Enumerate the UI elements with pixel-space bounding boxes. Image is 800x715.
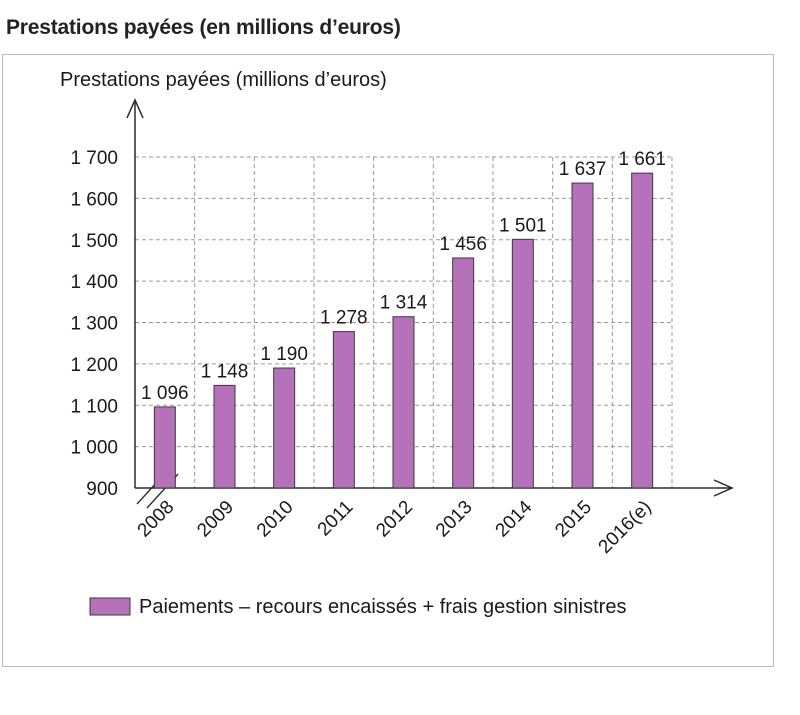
bar <box>273 367 296 489</box>
legend-label: Paiements – recours encaissés + frais ge… <box>139 596 626 618</box>
x-tick-label: 2011 <box>314 497 358 541</box>
x-tick-label: 2009 <box>193 497 238 542</box>
x-axis-arrow <box>713 479 734 497</box>
x-tick-label: 2008 <box>134 497 179 542</box>
value-label: 1 501 <box>499 215 547 236</box>
bar <box>153 406 176 489</box>
bar <box>631 172 654 489</box>
bar <box>392 316 415 489</box>
bar <box>213 384 236 489</box>
bars <box>153 172 654 489</box>
y-tick-label: 1 100 <box>70 396 118 417</box>
x-tick-label: 2013 <box>432 497 477 542</box>
x-tick-label: 2012 <box>372 497 417 542</box>
value-label: 1 096 <box>141 383 189 404</box>
y-tick-label: 1 700 <box>70 148 118 169</box>
bar <box>571 182 594 489</box>
bar <box>332 331 355 489</box>
page-title: Prestations payées (en millions d’euros) <box>6 16 401 39</box>
y-tick-label: 1 200 <box>70 355 118 376</box>
y-tick-label: 900 <box>86 479 118 500</box>
y-tick-label: 1 300 <box>70 314 118 335</box>
value-label: 1 661 <box>618 149 666 170</box>
x-tick-label: 2016(e) <box>595 497 656 558</box>
bar <box>452 257 475 489</box>
value-label: 1 456 <box>439 234 487 255</box>
y-tick-label: 1 600 <box>70 189 118 210</box>
legend: Paiements – recours encaissés + frais ge… <box>89 596 626 618</box>
x-tick-label: 2010 <box>253 497 298 542</box>
value-label: 1 190 <box>260 344 308 365</box>
value-label: 1 278 <box>320 308 368 329</box>
y-tick-label: 1 000 <box>70 438 118 459</box>
y-tick-label: 1 400 <box>70 272 118 293</box>
value-label: 1 148 <box>201 361 249 382</box>
value-label: 1 314 <box>380 293 428 314</box>
bar <box>511 238 534 489</box>
x-tick-label: 2015 <box>551 497 596 542</box>
y-axis-arrow <box>126 98 144 119</box>
x-tick-label: 2014 <box>492 496 537 541</box>
value-label: 1 637 <box>559 159 607 180</box>
legend-swatch <box>89 597 131 616</box>
y-tick-label: 1 500 <box>70 231 118 252</box>
y-axis-title: Prestations payées (millions d’euros) <box>60 69 387 91</box>
